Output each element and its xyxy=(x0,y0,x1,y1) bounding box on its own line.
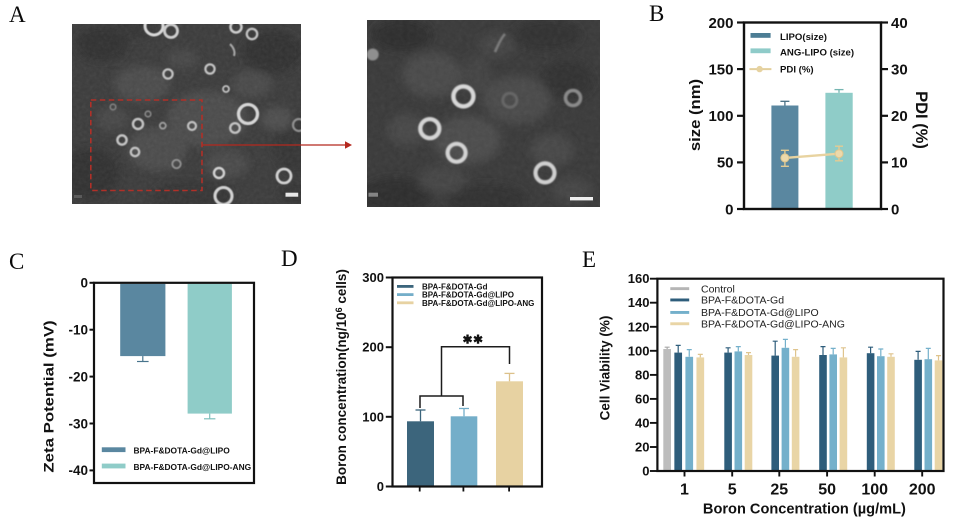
svg-text:0: 0 xyxy=(80,276,88,291)
svg-text:30: 30 xyxy=(891,61,908,78)
svg-text:20: 20 xyxy=(891,108,908,125)
svg-text:100: 100 xyxy=(861,482,888,499)
svg-text:✱✱: ✱✱ xyxy=(462,333,483,347)
svg-text:BPA-F&DOTA-Gd@LIPO: BPA-F&DOTA-Gd@LIPO xyxy=(134,445,231,455)
svg-text:BPA-F&DOTA-Gd: BPA-F&DOTA-Gd xyxy=(701,295,784,307)
svg-text:80: 80 xyxy=(635,367,649,382)
svg-text:Control: Control xyxy=(701,283,735,295)
svg-text:Boron Concentration (µg/mL): Boron Concentration (µg/mL) xyxy=(703,502,906,518)
svg-text:PDI (%): PDI (%) xyxy=(912,91,930,149)
svg-text:10: 10 xyxy=(891,155,908,172)
svg-text:100: 100 xyxy=(628,343,650,358)
svg-text:5: 5 xyxy=(728,482,737,499)
svg-text:50: 50 xyxy=(818,482,836,499)
svg-text:LIPO(size): LIPO(size) xyxy=(780,32,827,43)
svg-text:60: 60 xyxy=(635,391,649,406)
svg-text:BPA-F&DOTA-Gd@LIPO: BPA-F&DOTA-Gd@LIPO xyxy=(422,291,514,300)
svg-text:BPA-F&DOTA-Gd: BPA-F&DOTA-Gd xyxy=(422,282,488,291)
svg-text:40: 40 xyxy=(891,15,908,32)
svg-text:BPA-F&DOTA-Gd@LIPO: BPA-F&DOTA-Gd@LIPO xyxy=(701,307,819,319)
svg-text:0: 0 xyxy=(725,201,733,218)
svg-text:300: 300 xyxy=(362,270,384,285)
svg-text:BPA-F&DOTA-Gd@LIPO-ANG: BPA-F&DOTA-Gd@LIPO-ANG xyxy=(134,462,252,472)
svg-text:0: 0 xyxy=(891,201,899,218)
svg-text:-30: -30 xyxy=(68,416,88,431)
svg-text:1: 1 xyxy=(680,482,689,499)
svg-text:100: 100 xyxy=(362,409,384,424)
svg-text:100: 100 xyxy=(708,108,733,125)
svg-text:25: 25 xyxy=(770,482,788,499)
svg-text:120: 120 xyxy=(628,319,650,334)
svg-text:150: 150 xyxy=(708,61,733,78)
svg-text:Cell Viability (%): Cell Viability (%) xyxy=(598,316,613,421)
svg-text:-40: -40 xyxy=(68,463,88,478)
svg-text:ANG-LIPO (size): ANG-LIPO (size) xyxy=(780,47,854,58)
svg-text:BPA-F&DOTA-Gd@LIPO-ANG: BPA-F&DOTA-Gd@LIPO-ANG xyxy=(422,299,534,308)
svg-text:50: 50 xyxy=(717,155,734,172)
svg-text:160: 160 xyxy=(628,271,650,286)
svg-text:0: 0 xyxy=(642,464,649,479)
svg-text:20: 20 xyxy=(635,440,649,455)
svg-text:PDI (%): PDI (%) xyxy=(780,65,814,76)
svg-text:Zeta Potential (mV): Zeta Potential (mV) xyxy=(42,320,57,472)
svg-text:140: 140 xyxy=(628,295,650,310)
svg-text:0: 0 xyxy=(377,479,384,494)
svg-text:BPA-F&DOTA-Gd@LIPO-ANG: BPA-F&DOTA-Gd@LIPO-ANG xyxy=(701,318,845,330)
svg-text:size (nm): size (nm) xyxy=(688,79,704,151)
svg-text:200: 200 xyxy=(362,340,384,355)
svg-text:Boron concentration(ng/106 cel: Boron concentration(ng/106 cells) xyxy=(334,269,349,485)
svg-text:200: 200 xyxy=(708,15,733,32)
svg-text:40: 40 xyxy=(635,415,649,430)
svg-text:-10: -10 xyxy=(68,323,88,338)
svg-text:200: 200 xyxy=(909,482,936,499)
svg-text:-20: -20 xyxy=(68,369,88,384)
